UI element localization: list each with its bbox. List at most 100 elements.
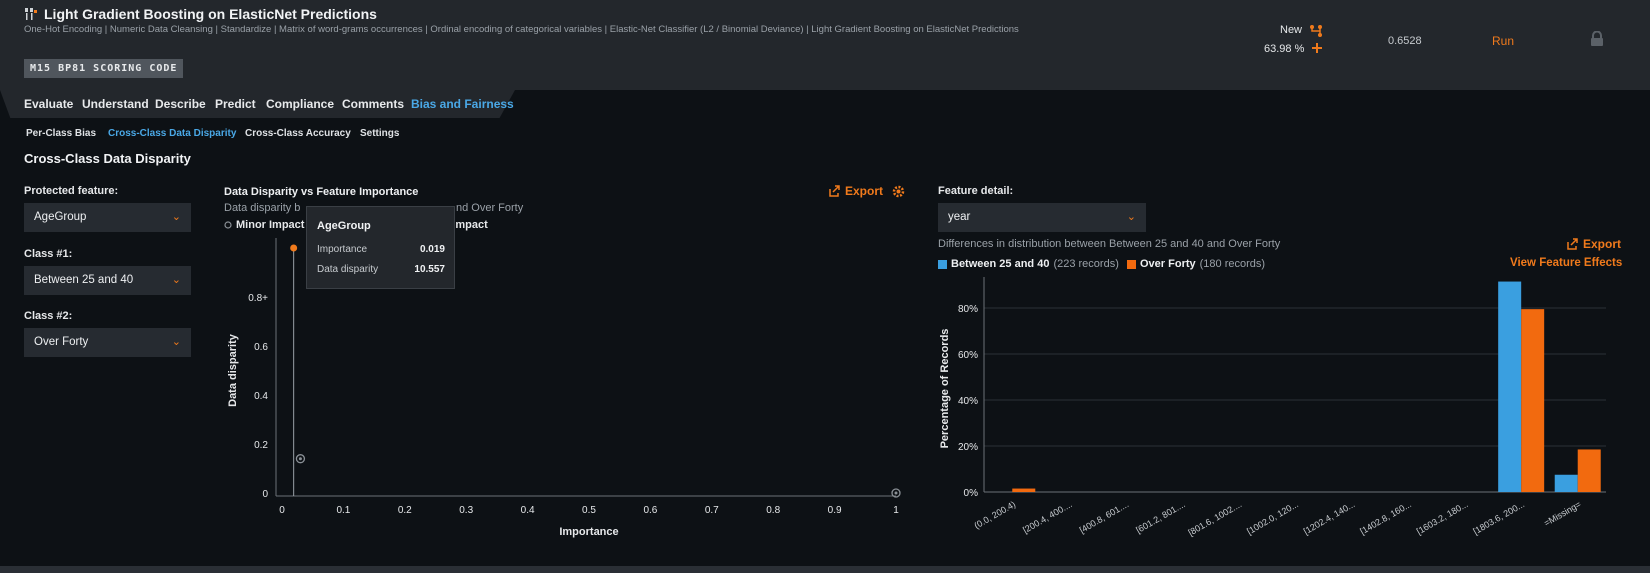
x-tick-label: 0.1 <box>336 505 350 516</box>
y-tick-label: 80% <box>958 304 978 315</box>
scatter-description-start: Data disparity b <box>224 202 301 214</box>
bar-chart: 0% 20% 40% 60% 80% Percentage of Records (0.0,… <box>939 277 1606 538</box>
protected-feature-label: Protected feature: <box>24 185 119 197</box>
tab-bar <box>0 90 515 118</box>
scatter-chart-title: Data Disparity vs Feature Importance <box>224 186 419 198</box>
chevron-down-icon: ⌄ <box>171 274 181 286</box>
scatter-tooltip: AgeGroup Importance 0.019 Data disparity… <box>306 206 455 289</box>
x-tick-label: 1 <box>893 505 899 516</box>
x-tick-label: 0.3 <box>459 505 473 516</box>
tooltip-title: AgeGroup <box>317 220 371 232</box>
legend-series-2: Over Forty (180 records) <box>1127 258 1265 270</box>
x-tick-label: 0.4 <box>521 505 535 516</box>
tab-describe[interactable]: Describe <box>155 97 206 111</box>
bottom-scrollbar[interactable] <box>0 566 1650 573</box>
scatter-description-end: nd Over Forty <box>456 202 524 214</box>
new-label: New <box>1280 24 1303 36</box>
subtab-per-class-bias[interactable]: Per-Class Bias <box>26 128 97 139</box>
y-axis-title: Data disparity <box>227 333 239 407</box>
data-point-minor-core <box>298 457 302 461</box>
x-tick-label: 0.6 <box>643 505 657 516</box>
y-tick-label: 0.8+ <box>248 293 268 304</box>
y-tick-label: 0.6 <box>254 342 268 353</box>
branch-icon[interactable] <box>1309 24 1323 38</box>
x-tick-label: (0.0, 200.4) <box>972 499 1017 531</box>
x-tick-label: [1603.2, 180... <box>1415 499 1470 536</box>
bar <box>1012 488 1036 492</box>
bar <box>1554 474 1578 492</box>
y-tick-label: 0 <box>262 489 268 500</box>
model-header <box>0 0 1650 90</box>
subtab-settings[interactable]: Settings <box>360 128 400 139</box>
minor-impact-icon <box>224 221 232 229</box>
scoring-code-badge: M15 BP81 SCORING CODE <box>24 59 184 78</box>
y-tick-label: 60% <box>958 350 978 361</box>
y-tick-label: 0% <box>964 488 979 499</box>
gear-icon[interactable] <box>892 185 905 198</box>
model-title: Light Gradient Boosting on ElasticNet Pr… <box>24 6 377 22</box>
x-tick-label: [1202.4, 140... <box>1302 499 1357 536</box>
protected-feature-select[interactable]: AgeGroup ⌄ <box>24 203 191 232</box>
tab-predict[interactable]: Predict <box>215 97 256 111</box>
bar <box>1521 309 1545 492</box>
y-tick-label: 40% <box>958 396 978 407</box>
x-tick-label: 0.2 <box>398 505 412 516</box>
class2-label: Class #2: <box>24 310 73 322</box>
tree-icon <box>25 8 37 20</box>
legend-swatch-blue <box>938 259 947 269</box>
lock-icon[interactable] <box>1590 31 1604 47</box>
x-tick-label: 0.7 <box>705 505 719 516</box>
feature-detail-select[interactable]: year ⌄ <box>938 203 1146 232</box>
model-score: 0.6528 <box>1388 35 1422 47</box>
plus-icon[interactable] <box>1311 42 1323 54</box>
x-tick-label: [200.4, 400.... <box>1021 499 1074 535</box>
subtab-cross-class-data-disparity[interactable]: Cross-Class Data Disparity <box>108 128 237 139</box>
page-title: Cross-Class Data Disparity <box>24 151 191 166</box>
tab-understand[interactable]: Understand <box>82 97 149 111</box>
legend-swatch-orange <box>1127 259 1136 269</box>
x-axis-title: Importance <box>559 526 618 538</box>
legend-major-impact: r Impact <box>445 219 488 231</box>
tab-evaluate[interactable]: Evaluate <box>24 97 74 111</box>
export-icon <box>1567 238 1578 250</box>
y-tick-label: 20% <box>958 442 978 453</box>
x-tick-label: [400.8, 601.... <box>1078 499 1131 535</box>
class1-select[interactable]: Between 25 and 40 ⌄ <box>24 266 191 295</box>
tooltip-importance-row: Importance 0.019 <box>317 244 445 255</box>
bar <box>1498 281 1522 492</box>
x-tick-label: [1002.0, 120... <box>1245 499 1300 536</box>
x-tick-label: [801.6, 1002.... <box>1186 499 1243 538</box>
y-tick-label: 0.2 <box>254 440 268 451</box>
feature-export-button[interactable]: Export <box>1566 237 1621 251</box>
chevron-down-icon: ⌄ <box>171 336 181 348</box>
class1-label: Class #1: <box>24 248 73 260</box>
legend-series-1: Between 25 and 40 (223 records) <box>938 258 1119 270</box>
x-tick-label: [1402.8, 160... <box>1358 499 1413 536</box>
class2-select[interactable]: Over Forty ⌄ <box>24 328 191 357</box>
x-tick-label: 0.9 <box>828 505 842 516</box>
x-tick-label: 0.5 <box>582 505 596 516</box>
accuracy-percent: 63.98 % <box>1264 43 1305 55</box>
data-point-minor <box>891 488 901 498</box>
x-tick-label: 0.8 <box>766 505 780 516</box>
feature-detail-label: Feature detail: <box>938 185 1014 197</box>
view-feature-effects-link[interactable]: View Feature Effects <box>1510 257 1623 269</box>
legend-minor-impact: Minor Impact <box>224 219 304 231</box>
x-tick-label: [601.2, 801.... <box>1134 499 1187 535</box>
x-tick-label: 0 <box>279 505 285 516</box>
tab-compliance[interactable]: Compliance <box>266 97 335 111</box>
scatter-chart: 0 0.1 0.2 0.3 0.4 0.5 0.6 0.7 0.8 0.9 1 0 0.2 0.4 0.6 0… <box>227 238 901 538</box>
chevron-down-icon: ⌄ <box>1126 211 1136 223</box>
tab-comments[interactable]: Comments <box>342 97 405 111</box>
y-axis-title: Percentage of Records <box>939 329 951 449</box>
run-button[interactable]: Run <box>1492 34 1515 48</box>
tooltip-disparity-row: Data disparity 10.557 <box>317 264 445 275</box>
x-tick-label: [1803.6, 200... <box>1471 499 1526 536</box>
feature-distribution-description: Differences in distribution between Betw… <box>938 238 1281 250</box>
data-point-minor <box>295 454 306 464</box>
subtab-cross-class-accuracy[interactable]: Cross-Class Accuracy <box>245 128 351 139</box>
export-icon <box>829 185 840 197</box>
scatter-export-button[interactable]: Export <box>828 184 883 198</box>
chevron-down-icon: ⌄ <box>171 211 181 223</box>
tab-bias-and-fairness[interactable]: Bias and Fairness <box>411 97 514 111</box>
